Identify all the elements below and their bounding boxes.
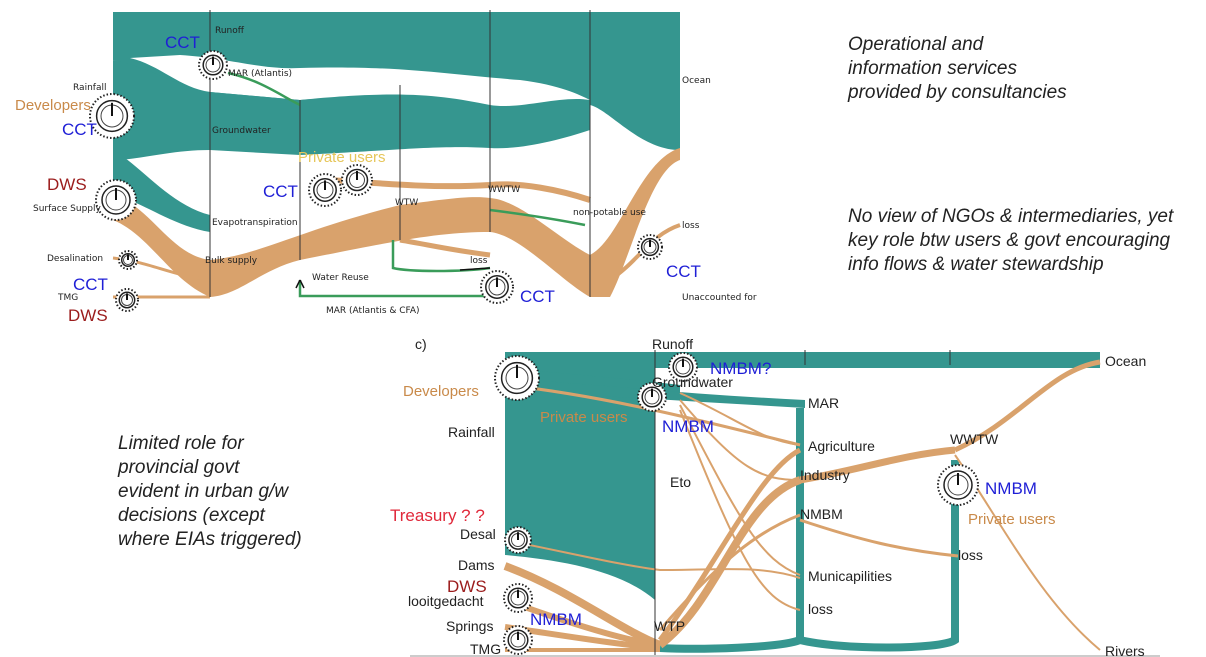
- label: MAR: [808, 395, 839, 411]
- label: Industry: [800, 467, 850, 483]
- label: Rainfall: [73, 83, 106, 93]
- control-knob: [494, 355, 540, 401]
- label: Groundwater: [212, 126, 271, 136]
- label: MAR (Atlantis): [228, 69, 292, 79]
- control-knob: [89, 93, 135, 139]
- label: Runoff: [652, 336, 693, 352]
- control-knob: [503, 625, 533, 655]
- label: Private users: [968, 511, 1056, 528]
- diagram-c-flows: [410, 350, 1160, 657]
- label: Surface Supply: [33, 204, 101, 214]
- label: CCT: [666, 262, 701, 281]
- label: loss: [958, 547, 983, 563]
- label: DWS: [447, 577, 487, 596]
- label: Ocean: [1105, 353, 1146, 369]
- note-consultancies: Operational and information services pro…: [848, 34, 1067, 103]
- label: c): [415, 336, 427, 352]
- control-knob: [668, 352, 698, 382]
- control-knob: [637, 382, 667, 412]
- label: Unaccounted for: [682, 293, 757, 303]
- control-knob: [937, 464, 979, 506]
- note-ngos: No view of NGOs & intermediaries, yet ke…: [848, 206, 1174, 275]
- note-provincial: Limited role for provincial govt evident…: [118, 433, 302, 550]
- label: Municapilities: [808, 568, 892, 584]
- label: Ocean: [682, 76, 711, 86]
- label: WWTW: [488, 185, 520, 195]
- label: loss: [470, 256, 488, 266]
- label: TMG: [57, 293, 78, 303]
- label: Agriculture: [808, 438, 875, 454]
- control-knob: [308, 173, 342, 207]
- control-knob: [504, 526, 532, 554]
- label: Desal: [460, 526, 496, 542]
- label: NMBM: [662, 417, 714, 436]
- label: Rainfall: [448, 424, 495, 440]
- label: Treasury ? ?: [390, 506, 485, 525]
- label: MAR (Atlantis & CFA): [326, 306, 420, 316]
- label: CCT: [520, 287, 555, 306]
- label: non-potable use: [573, 208, 646, 218]
- label: Springs: [446, 618, 493, 634]
- label: Eto: [670, 474, 691, 490]
- label: NMBM: [800, 506, 843, 522]
- control-knob: [637, 234, 663, 260]
- label: DWS: [47, 175, 87, 194]
- label: DWS: [68, 306, 108, 325]
- label: Rivers: [1105, 643, 1145, 657]
- diagram-a-flows: [112, 10, 681, 299]
- control-knob: [503, 583, 533, 613]
- label: Developers: [15, 97, 91, 114]
- label: Runoff: [215, 26, 245, 36]
- label: NMBM?: [710, 359, 771, 378]
- label: WTP: [654, 618, 685, 634]
- label: CCT: [62, 120, 97, 139]
- label: Dams: [458, 557, 495, 573]
- label: Desalination: [47, 254, 103, 264]
- label: Private users: [540, 409, 628, 426]
- label: WTW: [395, 198, 418, 208]
- label: Evapotranspiration: [212, 218, 298, 228]
- label: CCT: [263, 182, 298, 201]
- label: CCT: [165, 33, 200, 52]
- label: TMG: [470, 641, 501, 657]
- label: NMBM: [985, 479, 1037, 498]
- label: loss: [808, 601, 833, 617]
- control-knob: [118, 250, 138, 270]
- control-knob: [341, 164, 373, 196]
- control-knob: [198, 50, 228, 80]
- control-knob: [480, 270, 514, 304]
- label: NMBM: [530, 610, 582, 629]
- label: Bulk supply: [205, 256, 258, 266]
- label: CCT: [73, 275, 108, 294]
- control-knob: [115, 288, 139, 312]
- label: Groundwater: [652, 374, 733, 390]
- label: Private users: [298, 149, 386, 166]
- label: loss: [682, 221, 700, 231]
- control-knob: [95, 179, 137, 221]
- label: WWTW: [950, 431, 999, 447]
- label: looitgedacht: [408, 593, 484, 609]
- label: Water Reuse: [312, 273, 369, 283]
- label: Developers: [403, 383, 479, 400]
